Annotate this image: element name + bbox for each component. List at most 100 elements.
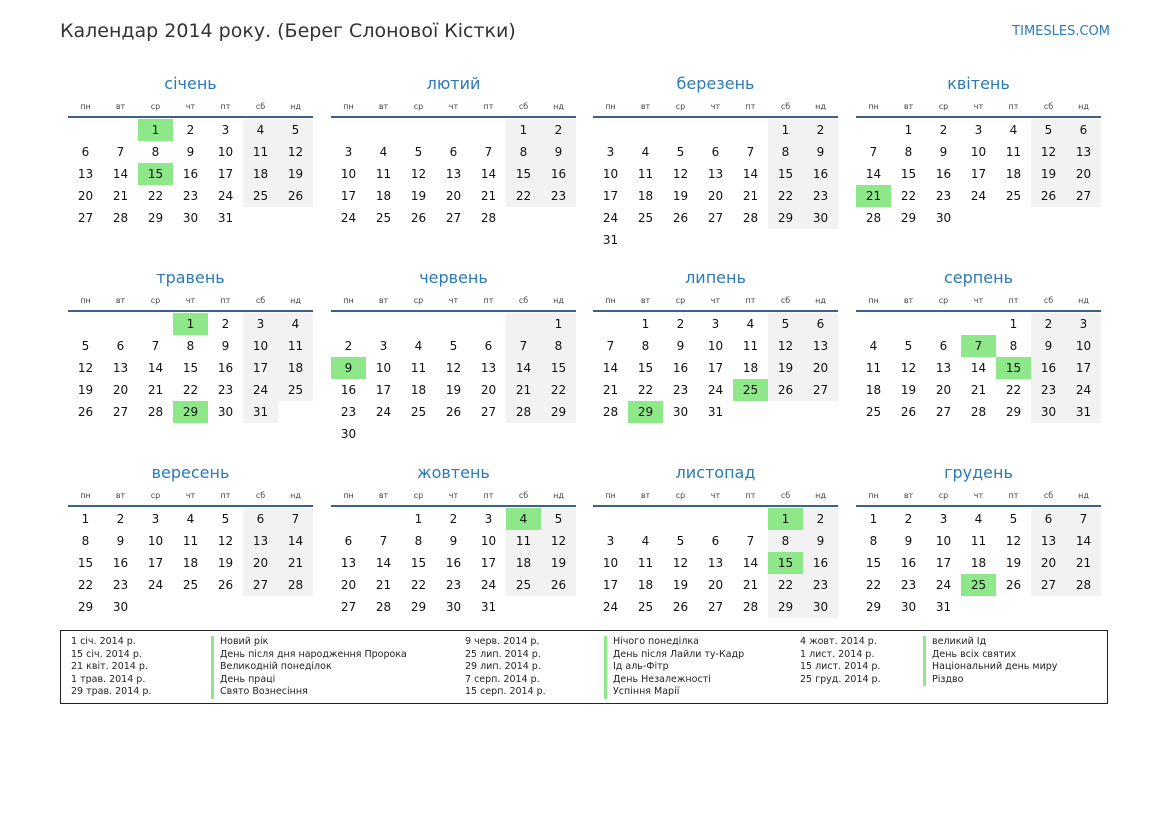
day-cell: 25 (375, 211, 392, 225)
day-cell: 7 (379, 534, 388, 548)
legend-holiday-name: Національний день миру (923, 661, 1057, 674)
weekday-header: пн вт ср чт пт сб нд (331, 96, 576, 118)
day-cell: 5 (1031, 119, 1066, 141)
day-cell: 10 (707, 339, 724, 353)
empty-cell (628, 229, 663, 251)
day-grid: 1 2 3 4 5 6 7 8 9 10 11 12 13 14 15 16 17 18 19 20 21 22 23 24 2… (856, 507, 1101, 618)
month-name: жовтень (417, 463, 490, 482)
day-cell: 21 (970, 383, 987, 397)
day-cell: 20 (112, 383, 129, 397)
day-cell: 18 (375, 189, 392, 203)
legend-date: 1 лист. 2014 р. (800, 648, 875, 660)
day-cell: 11 (410, 361, 427, 375)
day-cell: 17 (602, 189, 619, 203)
day-cell: 8 (904, 145, 913, 159)
holiday-legend: 1 січ. 2014 р. 15 січ. 2014 р. 21 квіт. 20… (60, 630, 1108, 704)
day-cell: 2 (221, 317, 230, 331)
legend-holiday-name: Різдво (923, 673, 1057, 686)
day-cell: 30 (935, 211, 952, 225)
weekday-label: сб (255, 101, 266, 111)
day-cell: 7 (278, 508, 313, 530)
empty-cell (593, 119, 628, 141)
weekday-label: чт (973, 295, 984, 305)
day-cell: 9 (221, 339, 230, 353)
day-cell: 24 (480, 578, 497, 592)
weekday-label: пт (483, 101, 494, 111)
day-cell: 12 (900, 361, 917, 375)
day-cell: 16 (803, 163, 838, 185)
empty-cell (366, 423, 401, 445)
legend-date: 1 трав. 2014 р. (71, 673, 146, 685)
legend-date: 15 лист. 2014 р. (800, 661, 881, 672)
day-cell: 18 (1005, 167, 1022, 181)
empty-cell (996, 207, 1031, 229)
day-cell: 3 (974, 123, 983, 137)
day-cell: 24 (707, 383, 724, 397)
day-cell: 10 (340, 167, 357, 181)
legend-date: 1 січ. 2014 р. (71, 636, 136, 647)
day-cell: 29 (768, 207, 803, 229)
day-cell: 9 (803, 141, 838, 163)
day-cell: 7 (606, 339, 615, 353)
day-cell: 27 (243, 574, 278, 596)
weekday-label: вт (640, 101, 651, 111)
legend-dates-2: 9 черв. 2014 р. 25 лип. 2014 р. 29 лип. 20… (465, 636, 546, 699)
weekday-label: вт (903, 101, 914, 111)
empty-cell (401, 119, 436, 141)
day-cell: 12 (768, 335, 803, 357)
weekday-label: пт (220, 490, 231, 500)
page-title: Календар 2014 року. (Берег Слонової Кіст… (60, 20, 516, 42)
empty-cell (471, 423, 506, 445)
day-cell: 13 (1066, 141, 1101, 163)
weekday-label: нд (553, 101, 564, 111)
day-cell: 10 (243, 335, 278, 357)
day-cell: 25 (1005, 189, 1022, 203)
weekday-label: ср (413, 101, 424, 111)
day-cell: 21 (480, 189, 497, 203)
day-cell: 22 (410, 578, 427, 592)
day-cell: 12 (410, 167, 427, 181)
day-cell: 22 (182, 383, 199, 397)
empty-cell (173, 596, 208, 618)
empty-cell (278, 596, 313, 618)
day-cell: 21 (112, 189, 129, 203)
day-cell: 11 (182, 534, 199, 548)
empty-cell (68, 119, 103, 141)
day-cell: 1 (869, 512, 878, 526)
day-cell: 6 (484, 339, 493, 353)
day-cell: 31 (707, 405, 724, 419)
weekday-label: пн (605, 295, 616, 305)
day-cell: 18 (410, 383, 427, 397)
weekday-header: пн вт ср чт пт сб нд (331, 485, 576, 507)
day-cell: 10 (602, 167, 619, 181)
day-cell: 24 (217, 189, 234, 203)
legend-date: 29 трав. 2014 р. (71, 686, 152, 697)
empty-cell (541, 207, 576, 229)
day-cell: 24 (602, 211, 619, 225)
day-cell: 16 (112, 556, 129, 570)
month-name: серпень (944, 268, 1013, 287)
empty-cell (733, 401, 768, 423)
weekday-label: сб (1043, 490, 1054, 500)
day-cell: 12 (217, 534, 234, 548)
day-cell: 19 (77, 383, 94, 397)
day-cell: 29 (541, 401, 576, 423)
day-cell: 27 (340, 600, 357, 614)
empty-cell (768, 401, 803, 423)
empty-cell (103, 119, 138, 141)
day-cell: 4 (869, 339, 878, 353)
day-cell: 19 (1031, 163, 1066, 185)
day-cell: 26 (900, 405, 917, 419)
legend-date: 15 серп. 2014 р. (465, 686, 546, 697)
day-cell: 22 (1005, 383, 1022, 397)
empty-cell (1031, 596, 1066, 618)
legend-holiday-name: День Незалежності (604, 673, 744, 686)
day-cell: 17 (935, 556, 952, 570)
day-cell: 14 (865, 167, 882, 181)
day-cell: 25 (506, 574, 541, 596)
day-cell: 19 (672, 189, 689, 203)
day-cell: 15 (768, 163, 803, 185)
day-cell: 3 (606, 534, 615, 548)
site-link[interactable]: TIMESLES.COM (1012, 24, 1110, 39)
day-cell: 20 (480, 383, 497, 397)
